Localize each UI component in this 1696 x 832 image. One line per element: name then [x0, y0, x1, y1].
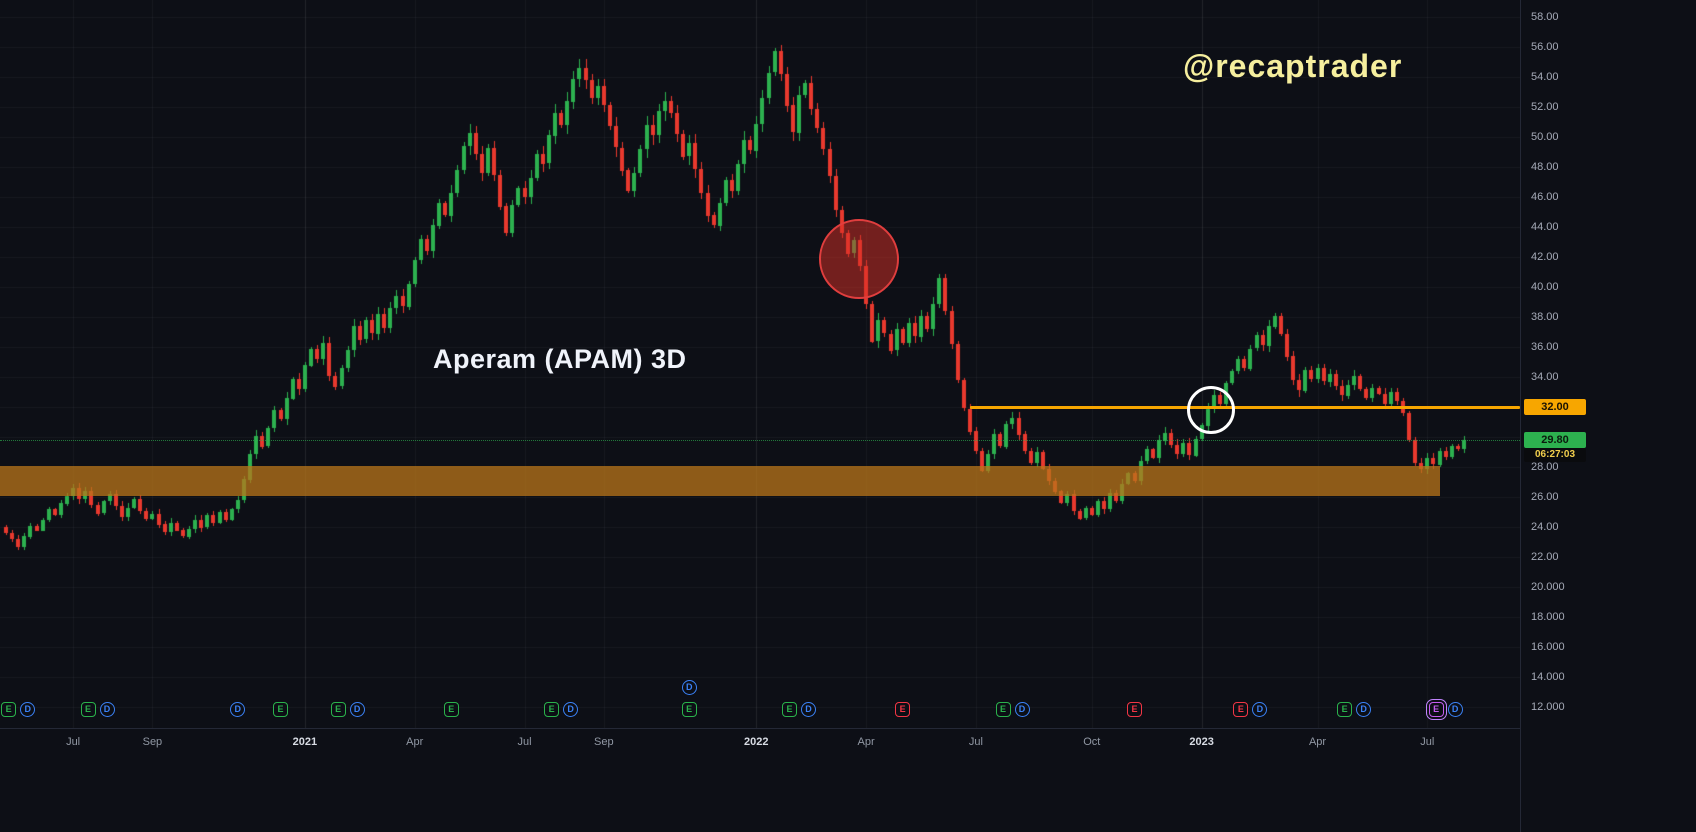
earnings-icon[interactable]: E: [1337, 702, 1353, 717]
time-axis-label: 2023: [1189, 736, 1214, 748]
earnings-icon[interactable]: E: [273, 702, 288, 717]
time-axis-label: Apr: [1308, 736, 1327, 748]
price-axis-label: 16.000: [1531, 641, 1565, 653]
time-axis-label: Jul: [968, 736, 983, 748]
price-axis-label: 58.00: [1531, 11, 1559, 23]
price-axis-label: 44.00: [1531, 221, 1559, 233]
time-axis-label: Sep: [594, 736, 614, 748]
resistance-line[interactable]: [969, 405, 1520, 409]
earnings-icon[interactable]: E: [544, 702, 560, 717]
price-axis-label: 42.00: [1531, 251, 1559, 263]
price-axis-label: 52.00: [1531, 101, 1559, 113]
earnings-icon[interactable]: E: [681, 702, 697, 717]
price-axis-label: 36.00: [1531, 341, 1559, 353]
dividend-icon[interactable]: D: [20, 702, 36, 717]
dividend-icon[interactable]: D: [1252, 702, 1268, 717]
chart-title-text[interactable]: Aperam (APAM) 3D: [433, 344, 687, 374]
price-axis-label: 54.00: [1531, 71, 1559, 83]
earnings-icon[interactable]: E: [995, 702, 1011, 717]
earnings-icon[interactable]: E: [443, 702, 459, 717]
price-axis-label: 48.00: [1531, 161, 1559, 173]
earnings-icon[interactable]: E: [1, 702, 17, 717]
white-circle-annotation[interactable]: [1186, 386, 1235, 434]
earnings-icon[interactable]: E: [330, 702, 346, 717]
dividend-icon[interactable]: D: [563, 702, 579, 717]
price-axis-label: 18.000: [1531, 611, 1565, 623]
time-axis-label: 2022: [744, 736, 769, 748]
price-axis[interactable]: 58.00 56.00 54.00 52.00 50.00 48.00 46.00 44.00…: [1520, 0, 1696, 832]
resistance-price-label: 32.00: [1524, 399, 1586, 415]
earnings-icon[interactable]: E: [895, 702, 911, 717]
price-axis-label: 20.000: [1531, 581, 1565, 593]
time-axis-label: Jul: [1420, 736, 1435, 748]
watermark-handle[interactable]: @recaptrader: [1183, 48, 1403, 84]
earnings-icon[interactable]: E: [1127, 702, 1142, 717]
dividend-icon[interactable]: D: [1356, 702, 1372, 717]
red-circle-annotation[interactable]: [818, 219, 899, 299]
current-price-line: [0, 440, 1520, 441]
price-axis-label: 50.00: [1531, 131, 1559, 143]
dividend-icon[interactable]: D: [349, 702, 365, 717]
price-axis-label: 14.000: [1531, 671, 1565, 683]
price-axis-label: 40.00: [1531, 281, 1559, 293]
price-axis-label: 28.00: [1531, 461, 1559, 473]
dividend-icon[interactable]: D: [1447, 702, 1463, 717]
demand-zone-rectangle[interactable]: [0, 465, 1440, 496]
time-axis-label: Oct: [1083, 736, 1101, 748]
dividend-icon[interactable]: D: [1014, 702, 1030, 717]
countdown-timer: 06:27:03: [1524, 448, 1586, 462]
price-axis-label: 12.000: [1531, 701, 1565, 713]
candlestick-canvas[interactable]: [0, 0, 1520, 728]
time-axis-label: Apr: [406, 736, 424, 748]
dividend-icon[interactable]: D: [230, 702, 246, 717]
dividend-icon[interactable]: D: [681, 680, 697, 695]
price-axis-label: 34.00: [1531, 371, 1559, 383]
time-axis-label: 2021: [292, 736, 318, 748]
price-axis-label: 26.00: [1531, 491, 1559, 503]
time-axis-label: Apr: [857, 736, 875, 748]
price-axis-label: 38.00: [1531, 311, 1559, 323]
earnings-icon[interactable]: E: [782, 702, 797, 717]
price-axis-label: 46.00: [1531, 191, 1559, 203]
price-axis-label: 24.00: [1531, 521, 1559, 533]
dividend-icon[interactable]: D: [801, 702, 816, 717]
earnings-icon[interactable]: E: [80, 702, 96, 717]
price-axis-label: 56.00: [1531, 41, 1559, 53]
earnings-icon[interactable]: E: [1425, 699, 1447, 720]
dividend-icon[interactable]: D: [99, 702, 115, 717]
time-axis-label: Jul: [66, 736, 81, 748]
time-axis-label: Sep: [142, 736, 163, 748]
price-axis-label: 22.00: [1531, 551, 1559, 563]
time-axis[interactable]: Jul Sep 2021 Apr Jul Sep 2022 Apr Jul Oct 2023 Apr J…: [0, 728, 1520, 763]
earnings-icon[interactable]: E: [1233, 702, 1249, 717]
current-price-label: 29.80: [1524, 432, 1586, 448]
time-axis-label: Jul: [517, 736, 532, 748]
